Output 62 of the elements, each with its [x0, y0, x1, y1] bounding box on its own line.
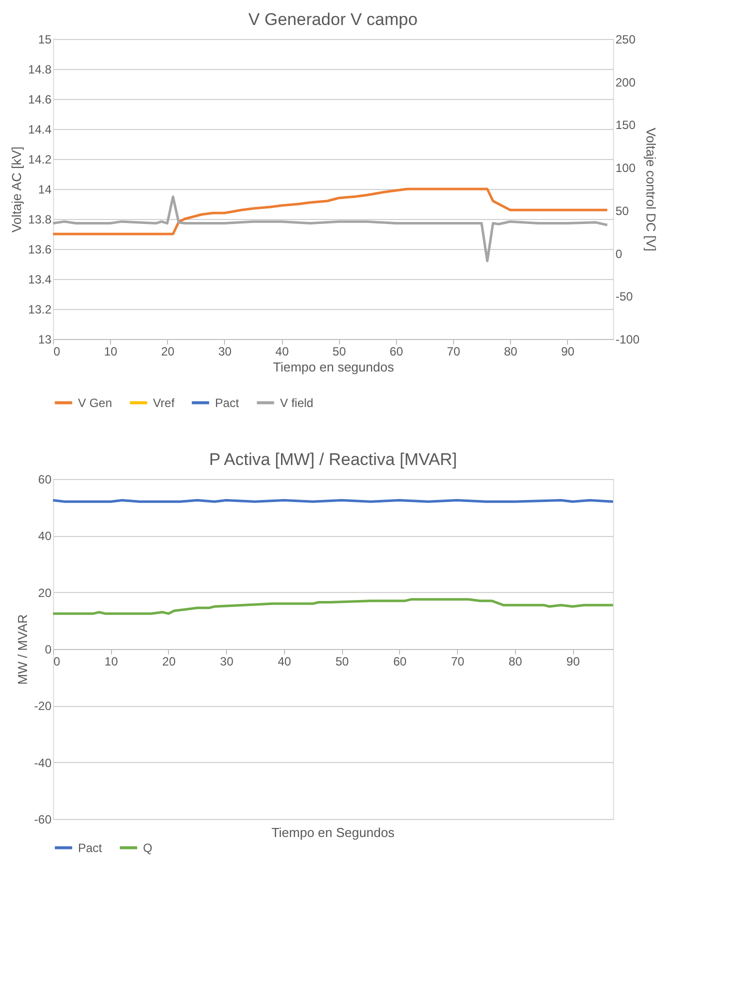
legend-label: V field [280, 396, 314, 410]
y2-tick-label: -50 [616, 290, 634, 304]
legend-label: Q [143, 840, 152, 855]
y-tick-label: 14.2 [28, 152, 52, 166]
y-axis-title: MW / MVAR [15, 614, 30, 685]
x-tick-label: 40 [278, 654, 292, 668]
y-tick-label: 13.6 [28, 242, 52, 256]
y2-axis-title: Voltaje control DC [V] [644, 128, 659, 252]
x-tick-label: 30 [220, 654, 234, 668]
x-tick-label: 10 [104, 344, 118, 358]
x-tick-label: 50 [332, 344, 346, 358]
y-tick-label: 13.4 [28, 272, 52, 286]
y-tick-label: 20 [38, 586, 52, 600]
x-tick-label: 90 [561, 344, 575, 358]
x-axis-title: Tiempo en Segundos [271, 825, 396, 840]
y2-tick-label: 250 [616, 32, 636, 46]
y2-tick-label: 0 [616, 246, 622, 261]
y-tick-label: -40 [34, 756, 52, 770]
y-tick-label: 60 [38, 472, 52, 486]
x-tick-label: 80 [504, 344, 518, 358]
chart-title: P Activa [MW] / Reactiva [MVAR] [209, 450, 457, 469]
y2-tick-label: 100 [616, 161, 636, 176]
x-tick-label: 40 [275, 344, 290, 358]
y-tick-label: 14 [38, 182, 52, 196]
x-tick-label: 20 [162, 654, 176, 668]
legend-label: V Gen [78, 396, 112, 410]
y2-tick-label: 50 [616, 204, 630, 218]
y-tick-label: -60 [34, 812, 52, 826]
x-tick-label: 10 [104, 654, 118, 668]
x-tick-label: 80 [508, 654, 522, 668]
line-series [52, 188, 609, 236]
y-tick-label: 13.2 [28, 302, 52, 316]
y-tick-label: -20 [34, 699, 52, 714]
x-tick-label: 50 [335, 654, 350, 668]
x-tick-label: 90 [566, 654, 580, 668]
y2-tick-label: 150 [616, 118, 636, 132]
y-tick-label: 15 [38, 32, 52, 46]
line-series [52, 195, 609, 262]
y-tick-label: 13.8 [28, 212, 52, 226]
y-tick-label: 0 [44, 642, 52, 656]
y-tick-label: 40 [38, 529, 52, 544]
x-tick-label: 30 [218, 344, 232, 358]
legend-label: Vref [153, 396, 176, 410]
x-axis-title: Tiempo en segundos [273, 360, 394, 374]
legend-label: Pact [78, 840, 103, 855]
y-tick-label: 14.8 [28, 62, 52, 76]
legend-label: Pact [215, 396, 240, 410]
x-tick-label: 60 [393, 654, 407, 668]
x-tick-label: 70 [446, 344, 460, 358]
x-tick-label: 20 [161, 344, 175, 358]
chart-title: V Generador V campo [248, 10, 418, 29]
y2-tick-label: 200 [616, 75, 636, 90]
line-series [52, 598, 614, 615]
x-tick-label: 70 [450, 654, 465, 668]
y2-tick-label: -100 [616, 332, 640, 346]
x-tick-label: 60 [390, 344, 404, 358]
y-tick-label: 13 [38, 332, 52, 346]
y-tick-label: 14.6 [28, 92, 52, 106]
x-tick-label: 0 [54, 654, 60, 668]
y-tick-label: 14.4 [28, 122, 52, 136]
y-axis-title: Voltaje AC [kV] [9, 146, 24, 232]
x-tick-label: 0 [54, 344, 60, 358]
